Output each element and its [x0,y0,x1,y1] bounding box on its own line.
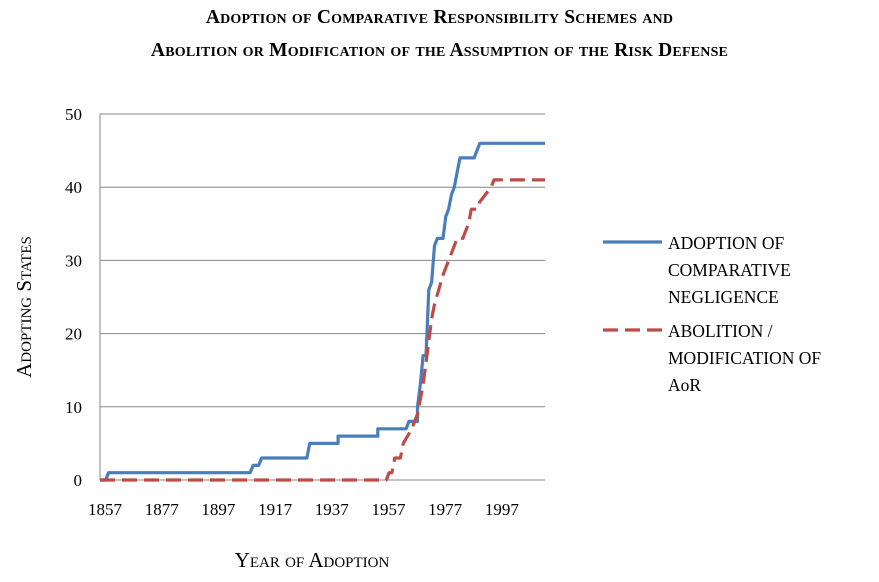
legend: ADOPTION OF COMPARATIVE NEGLIGENCE ABOLITIO… [603,233,821,395]
y-tick-label-30: 30 [65,251,82,270]
x-tick-label-1997: 1997 [485,500,520,519]
legend-label-2-line-1: ABOLITION / [668,321,773,341]
legend-label-2-line-3: AoR [668,375,701,395]
chart-title: Adoption of Comparative Responsibility S… [0,1,879,67]
axes [99,114,545,481]
x-tick-label-1977: 1977 [428,500,463,519]
x-axis-label: Year of Adoption [235,548,390,572]
series-lines [100,141,545,482]
chart-title-line-2: Abolition or Modification of the Assumpt… [150,40,729,61]
x-tick-label-1937: 1937 [315,500,350,519]
series-line-1 [100,141,545,482]
y-tick-label-0: 0 [74,471,83,490]
chart-title-line-1: Adoption of Comparative Responsibility S… [205,7,674,28]
y-tick-label-20: 20 [65,325,82,344]
gridlines [100,113,545,408]
x-tick-label-1897: 1897 [201,500,236,519]
y-tick-label-10: 10 [65,398,82,417]
series-line-2 [100,178,545,482]
y-tick-label-40: 40 [65,178,82,197]
x-tick-label-1877: 1877 [145,500,180,519]
x-tick-label-1857: 1857 [88,500,123,519]
x-tick-label-1917: 1917 [258,500,293,519]
x-tick-labels: 1857 1877 1897 1917 1937 1957 1977 1997 [88,500,519,519]
y-tick-label-50: 50 [65,105,82,124]
legend-label-1-line-1: ADOPTION OF [668,233,784,253]
legend-label-1-line-3: NEGLIGENCE [668,287,779,307]
y-tick-labels: 0 10 20 30 40 50 [65,105,82,490]
x-tick-label-1957: 1957 [371,500,406,519]
legend-label-1-line-2: COMPARATIVE [668,260,791,280]
legend-label-2-line-2: MODIFICATION OF [668,348,821,368]
y-axis-label: Adopting States [12,236,36,378]
